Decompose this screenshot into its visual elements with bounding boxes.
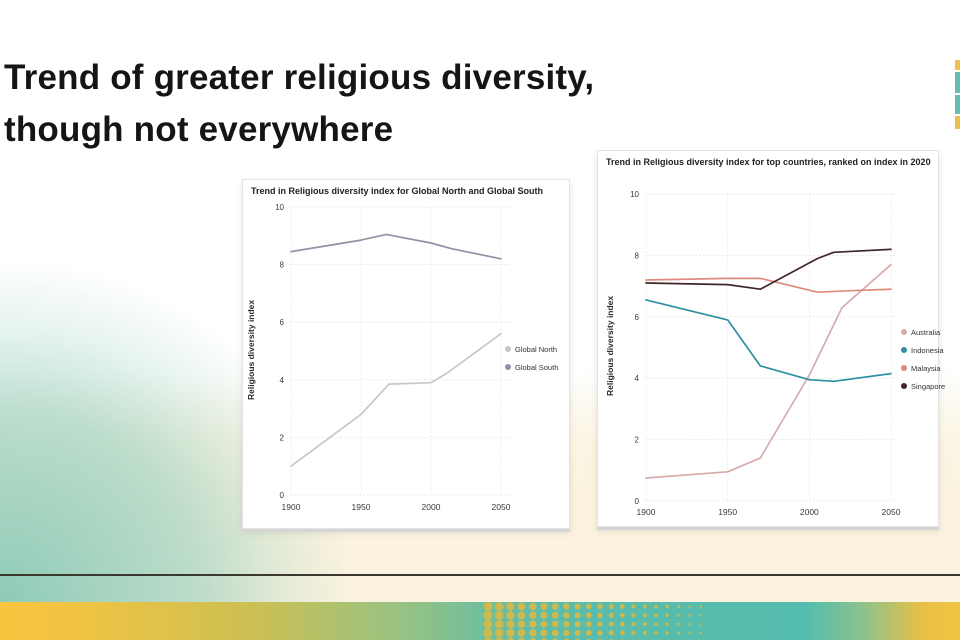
legend-label: Singapore [911, 381, 946, 391]
svg-text:2050: 2050 [492, 502, 511, 512]
svg-text:1900: 1900 [282, 502, 301, 512]
svg-text:2050: 2050 [882, 507, 901, 517]
svg-text:2000: 2000 [422, 502, 441, 512]
legend-dot-icon [505, 364, 511, 370]
slide-title-line1: Trend of greater religious diversity, [4, 58, 595, 97]
accent-segment-yellow [955, 60, 960, 70]
legend-dot-icon [901, 383, 907, 389]
svg-text:8: 8 [635, 251, 640, 260]
legend-item: Global North [505, 340, 558, 358]
bottom-accent-strip [0, 602, 960, 640]
svg-text:6: 6 [635, 313, 640, 322]
svg-text:1950: 1950 [718, 507, 737, 517]
divider-line [0, 574, 960, 576]
legend-dot-icon [901, 347, 907, 353]
svg-text:10: 10 [275, 203, 284, 212]
legend-label: Australia [911, 327, 941, 337]
legend-label: Global North [515, 344, 558, 354]
svg-text:1950: 1950 [352, 502, 371, 512]
chart-card-global-north-south: Trend in Religious diversity index for G… [242, 179, 570, 529]
legend-label: Global South [515, 362, 559, 372]
accent-segment-yellow [955, 116, 960, 129]
legend-item: Australia [901, 323, 945, 341]
svg-text:0: 0 [280, 491, 285, 500]
accent-segment-teal [955, 72, 960, 93]
line-chart-top-countries: 0 2 4 6 8 10 1900 1950 2000 2050 [630, 190, 901, 517]
legend-item: Indonesia [901, 341, 945, 359]
line-chart-global-north-south: 0 2 4 6 8 10 1900 1950 2000 2050 [275, 203, 511, 512]
legend-item: Malaysia [901, 359, 945, 377]
legend-label: Indonesia [911, 345, 944, 355]
legend-dot-icon [901, 365, 907, 371]
svg-text:4: 4 [635, 374, 640, 383]
accent-segment-teal [955, 95, 960, 114]
legend-item: Global South [505, 358, 558, 376]
svg-text:8: 8 [280, 261, 285, 270]
legend-dot-icon [505, 346, 511, 352]
slide-title-line2: though not everywhere [4, 110, 394, 149]
chart-title: Trend in Religious diversity index for G… [251, 186, 544, 196]
right-edge-accent-bar [955, 60, 960, 129]
slide-title: Trend of greater religious diversity, th… [4, 52, 594, 156]
svg-text:6: 6 [280, 318, 285, 327]
legend-label: Malaysia [911, 363, 941, 373]
svg-text:2: 2 [280, 433, 285, 442]
svg-text:2: 2 [635, 436, 640, 445]
legend-dot-icon [901, 329, 907, 335]
halftone-dots-pattern [483, 602, 702, 640]
svg-text:1900: 1900 [637, 507, 656, 517]
svg-text:4: 4 [280, 376, 285, 385]
chart-legend: Australia Indonesia Malaysia Singapore [901, 323, 945, 395]
chart-legend: Global North Global South [505, 340, 558, 376]
svg-text:2000: 2000 [800, 507, 819, 517]
svg-text:0: 0 [635, 497, 640, 506]
svg-text:10: 10 [630, 190, 639, 199]
legend-item: Singapore [901, 377, 945, 395]
chart-title: Trend in Religious diversity index for t… [606, 157, 931, 167]
chart-card-top-countries: Trend in Religious diversity index for t… [597, 150, 945, 527]
